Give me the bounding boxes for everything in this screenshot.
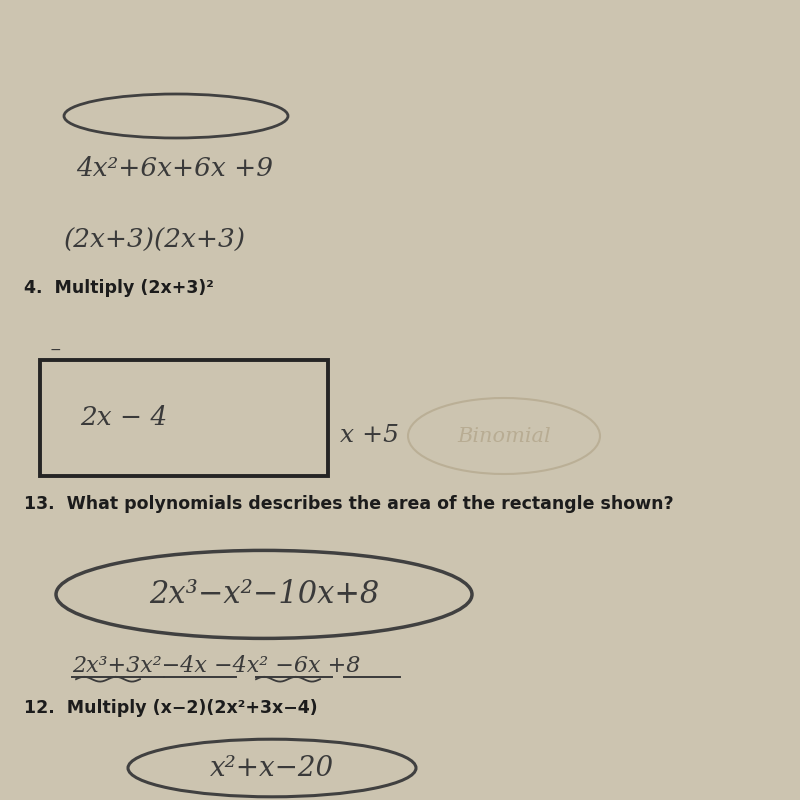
Text: 13.  What polynomials describes the area of the rectangle shown?: 13. What polynomials describes the area … [24,495,674,513]
Text: x +5: x +5 [340,424,399,446]
Text: x²+x−20: x²+x−20 [210,754,334,782]
Text: (2x+3)(2x+3): (2x+3)(2x+3) [64,227,246,253]
Text: 4x²+6x+6x +9: 4x²+6x+6x +9 [76,155,273,181]
Bar [40,360,328,476]
Text: −: − [50,342,62,357]
Text: Binomial: Binomial [457,426,551,446]
Text: 2x³−x²−10x+8: 2x³−x²−10x+8 [149,579,379,610]
Text: 2x³+3x²−4x −4x² −6x +8: 2x³+3x²−4x −4x² −6x +8 [72,654,360,677]
Text: 2x − 4: 2x − 4 [80,405,168,430]
Text: 12.  Multiply (x−2)(2x²+3x−4): 12. Multiply (x−2)(2x²+3x−4) [24,699,318,717]
Text: 4.  Multiply (2x+3)²: 4. Multiply (2x+3)² [24,279,214,297]
